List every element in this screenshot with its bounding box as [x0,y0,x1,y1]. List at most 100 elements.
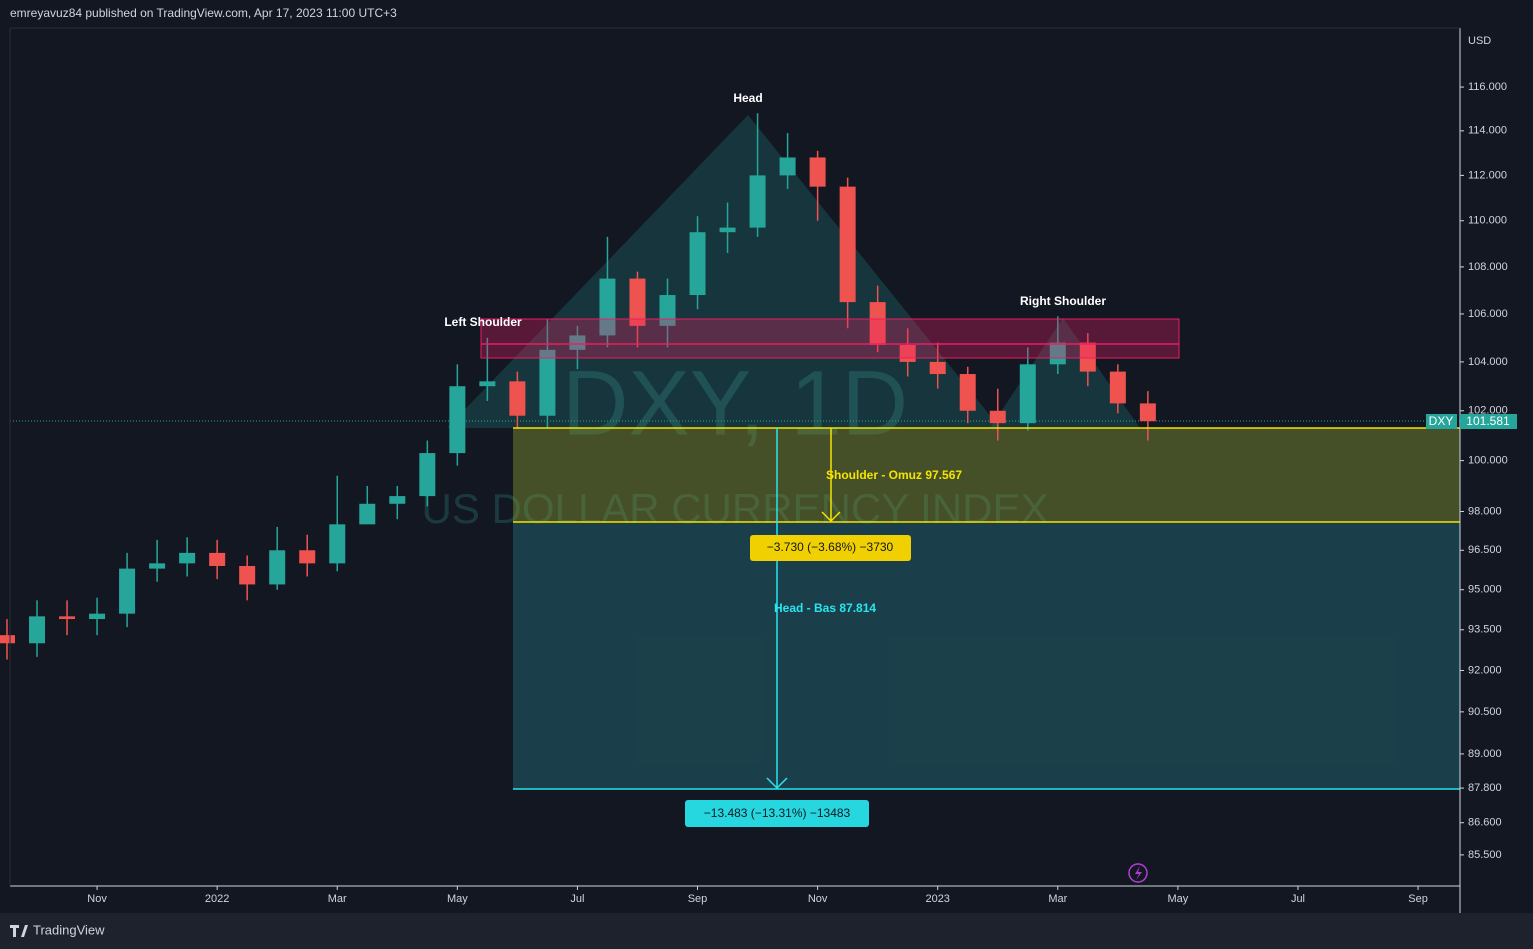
watermark-name: US DOLLAR CURRENCY INDEX [421,485,1048,532]
candle-body [29,616,46,644]
y-tick-label: 112.000 [1468,169,1507,181]
y-tick-label: 110.000 [1468,215,1507,227]
event-bolt [1135,866,1142,880]
y-tick-label: 93.500 [1468,624,1502,636]
candle-body [179,552,196,564]
watermark-symbol: DXY, 1D [562,352,908,454]
candle-body [1079,342,1096,372]
brand-logo [10,925,28,937]
x-tick-label: 2022 [205,893,229,905]
candles [0,113,1156,660]
pattern-drawings [10,115,1460,789]
head-target: Head - Bas 87.814 [774,601,876,615]
axes: 116.000 114.000 112.000 110.000 108.000 106.0… [87,81,1507,905]
y-tick-label: 85.500 [1468,849,1502,861]
candle-body [809,157,826,187]
left-shoulder-label: Left Shoulder [444,315,522,329]
y-tick-label: 108.000 [1468,261,1508,273]
x-tick-label: Sep [688,893,708,905]
candle-body [359,503,376,525]
x-tick-label: Mar [328,893,347,905]
candle-body [209,552,226,566]
shoulder-measure: −3.730 (−3.68%) −3730 [767,540,894,554]
y-tick-label: 116.000 [1468,81,1507,93]
candle-body [0,635,15,644]
head-measure-box [685,800,869,827]
price-tag: DXY 101.581 [1426,414,1517,429]
shoulder-target: Shoulder - Omuz 97.567 [826,468,962,482]
candle-body [389,496,406,504]
candle-body [1109,371,1126,404]
currency: USD [1468,35,1491,47]
y-tick-label: 90.500 [1468,706,1502,718]
y-tick-label: 104.000 [1468,356,1508,368]
candle-body [149,563,166,569]
y-tick-label: 92.000 [1468,664,1502,676]
head-zone [513,522,1460,789]
candle-body [749,175,766,228]
candle-body [329,524,346,564]
price-tag-bg [1460,414,1517,429]
candle-body [629,278,646,326]
y-tick-label: 87.800 [1468,782,1502,794]
footer-bg [0,913,1533,949]
candle-body [479,381,496,387]
candle-body [959,374,976,411]
candle-body [569,335,586,350]
x-tick-label: Sep [1408,893,1428,905]
head-arrowhead [766,777,788,790]
right-shoulder-label: Right Shoulder [1020,294,1106,308]
x-tick-label: May [1167,893,1188,905]
candle-body [989,410,1006,424]
candle-body [869,302,886,346]
watermark: DXY, 1D US DOLLAR CURRENCY INDEX [421,352,1048,532]
shoulder-zone [513,428,1460,522]
x-tick-label: May [447,893,468,905]
y-tick-label: 95.000 [1468,584,1502,596]
x-tick-label: Nov [87,893,107,905]
x-tick-label: Jul [1291,893,1305,905]
candle-body [239,565,256,585]
candle-body [269,550,286,585]
candle-body [659,295,676,326]
brand: TradingView [33,922,105,937]
candle-body [779,157,796,176]
y-tick-label: 89.000 [1468,748,1502,760]
shoulder-arrowhead [821,511,841,523]
time-axis-bg [0,887,1533,913]
x-tick-label: 2023 [925,893,949,905]
y-tick-label: 96.500 [1468,544,1502,556]
y-tick-label: 102.000 [1468,405,1508,417]
candle-body [449,386,466,454]
byline: emreyavuz84 published on TradingView.com… [10,6,397,20]
frame: emreyavuz84 published on TradingView.com… [0,6,1533,949]
symbol-tag: DXY [1429,414,1454,428]
head-label: Head [733,91,762,105]
candle-body [419,453,436,497]
neckline-box [480,318,1180,359]
y-tick-label: 86.600 [1468,817,1502,829]
candle-body [719,227,736,233]
candle-body [929,361,946,375]
candle-body [299,550,316,564]
candle-body [59,616,76,620]
y-tick-label: 98.000 [1468,505,1502,517]
price-tag-value: 101.581 [1466,414,1510,428]
candle-body [1139,403,1156,422]
candle-body [1049,342,1066,365]
symbol-tag-bg [1426,414,1457,429]
candle-body [89,613,106,620]
candle-body [1019,364,1036,424]
y-tick-label: 106.000 [1468,308,1508,320]
candle-body [689,232,706,296]
shoulder-measure-box [750,535,911,561]
x-tick-label: Mar [1048,893,1067,905]
candle-body [839,186,856,303]
candle-body [119,568,136,614]
event-icon[interactable] [1128,863,1148,883]
y-tick-label: 100.000 [1468,455,1508,467]
x-tick-label: Nov [808,893,828,905]
